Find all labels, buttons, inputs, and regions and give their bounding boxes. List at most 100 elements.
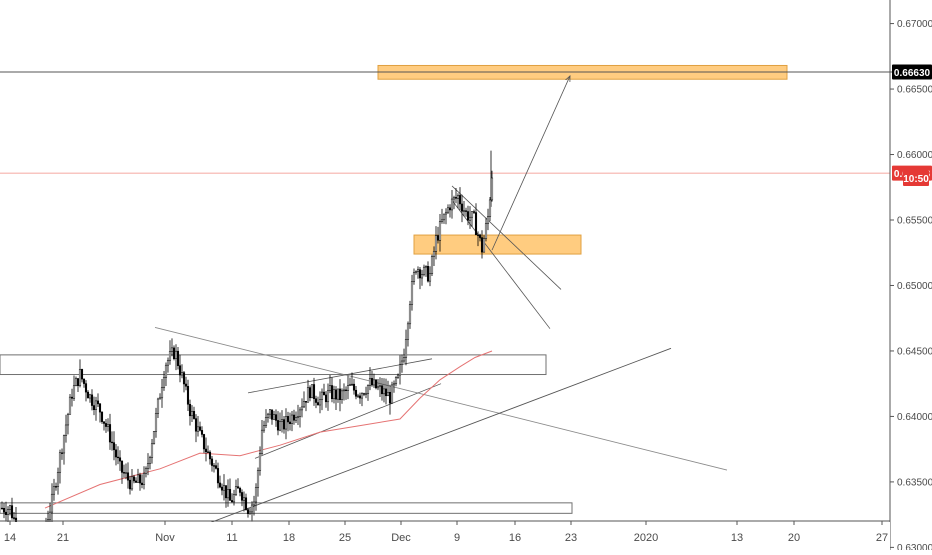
candle-body-down <box>358 395 362 399</box>
candle <box>218 475 222 489</box>
candle-body-up <box>408 304 412 325</box>
candle <box>364 386 368 399</box>
candle-body-up <box>280 419 284 422</box>
candle-body-up <box>258 453 262 471</box>
candle-body-down <box>86 391 90 399</box>
candle <box>210 456 214 472</box>
candle <box>232 489 236 506</box>
candle-body-down <box>114 449 118 458</box>
candle-body-down <box>370 378 374 386</box>
candle <box>102 421 106 431</box>
candle-body-up <box>130 476 134 490</box>
candle <box>10 497 14 520</box>
candle <box>446 204 450 215</box>
candle <box>306 379 310 403</box>
candle-body-down <box>122 472 126 474</box>
candle-body-down <box>286 416 290 423</box>
candle-body-up <box>400 360 404 365</box>
candle-body-up <box>372 379 376 386</box>
candle <box>194 414 198 443</box>
candle <box>420 269 424 286</box>
candle <box>164 362 168 386</box>
candle <box>280 410 284 433</box>
candle-body-up <box>490 177 494 201</box>
candle-body-down <box>92 405 96 410</box>
candle <box>362 392 366 397</box>
candle-body-down <box>4 511 8 515</box>
candle-body-down <box>472 211 476 213</box>
candle-body-up <box>264 417 268 426</box>
candle <box>444 208 448 225</box>
candle-body-up <box>52 486 56 495</box>
candle-body-down <box>270 409 274 420</box>
candle <box>416 266 420 279</box>
candle <box>106 418 110 432</box>
candle-body-down <box>188 404 192 417</box>
candle-body-down <box>116 456 120 459</box>
candle-body-down <box>426 266 430 282</box>
candle <box>278 412 282 432</box>
candle <box>356 393 360 399</box>
candle <box>436 226 440 244</box>
candle <box>52 478 56 501</box>
candle-body-up <box>328 385 332 391</box>
candle <box>248 508 252 515</box>
candle-body-down <box>132 476 136 482</box>
candle <box>480 230 484 259</box>
candle-body-up <box>168 351 172 361</box>
candle-body-down <box>466 211 470 221</box>
candle <box>146 453 150 476</box>
candle-body-down <box>96 400 100 405</box>
candle <box>330 377 334 403</box>
candle <box>458 187 462 211</box>
candle <box>242 491 246 512</box>
trend-line <box>254 383 442 459</box>
candle-body-up <box>356 395 360 397</box>
moving-average-line <box>44 350 493 509</box>
candle-body-down <box>388 391 392 404</box>
candle-body-up <box>416 269 420 272</box>
candle <box>354 385 358 400</box>
candle <box>376 379 380 391</box>
candle-body-up <box>342 389 346 392</box>
candle <box>454 187 458 204</box>
candle-body-up <box>306 387 310 403</box>
candle <box>244 493 248 511</box>
price-tag-label: 10:50 <box>903 174 929 185</box>
candle <box>166 357 170 373</box>
candle-body-down <box>110 441 114 444</box>
candle <box>234 479 238 496</box>
candle <box>472 209 476 215</box>
candle <box>384 378 388 405</box>
price-tag-bg <box>892 64 932 80</box>
candle-body-up <box>56 471 60 487</box>
time-tick-label: 18 <box>283 532 295 544</box>
candle-body-up <box>226 489 230 499</box>
candle <box>328 374 332 394</box>
candle <box>60 448 64 460</box>
candle <box>254 483 258 511</box>
candle-body-down <box>138 474 142 484</box>
candle <box>236 478 240 489</box>
candle <box>178 354 182 383</box>
candle-body-up <box>336 388 340 400</box>
candle <box>324 391 328 408</box>
candle <box>120 460 124 484</box>
candle <box>252 495 256 516</box>
candle <box>238 486 242 497</box>
candle <box>264 409 268 429</box>
candle <box>104 418 108 433</box>
candle <box>94 396 98 421</box>
candle-body-down <box>10 505 14 518</box>
candle-body-down <box>76 378 80 386</box>
candle <box>392 380 396 393</box>
candle-body-down <box>338 388 342 400</box>
support-resistance-box <box>0 354 547 376</box>
candle <box>230 493 234 503</box>
candle-body-up <box>430 256 434 275</box>
price-tag-label: 0.66630 <box>894 68 931 79</box>
price-tick-label: 0.63000 <box>897 543 932 550</box>
